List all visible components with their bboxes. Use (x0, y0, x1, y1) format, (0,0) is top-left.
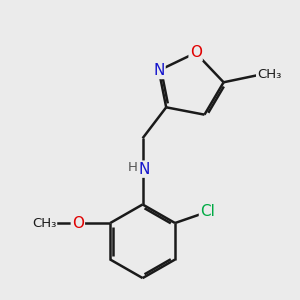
Text: H: H (128, 160, 137, 174)
Text: O: O (190, 45, 202, 60)
Text: CH₃: CH₃ (257, 68, 281, 81)
Text: CH₃: CH₃ (32, 217, 56, 230)
Text: N: N (138, 162, 150, 177)
Text: Cl: Cl (200, 204, 215, 219)
Text: N: N (153, 63, 164, 78)
Text: O: O (72, 215, 84, 230)
